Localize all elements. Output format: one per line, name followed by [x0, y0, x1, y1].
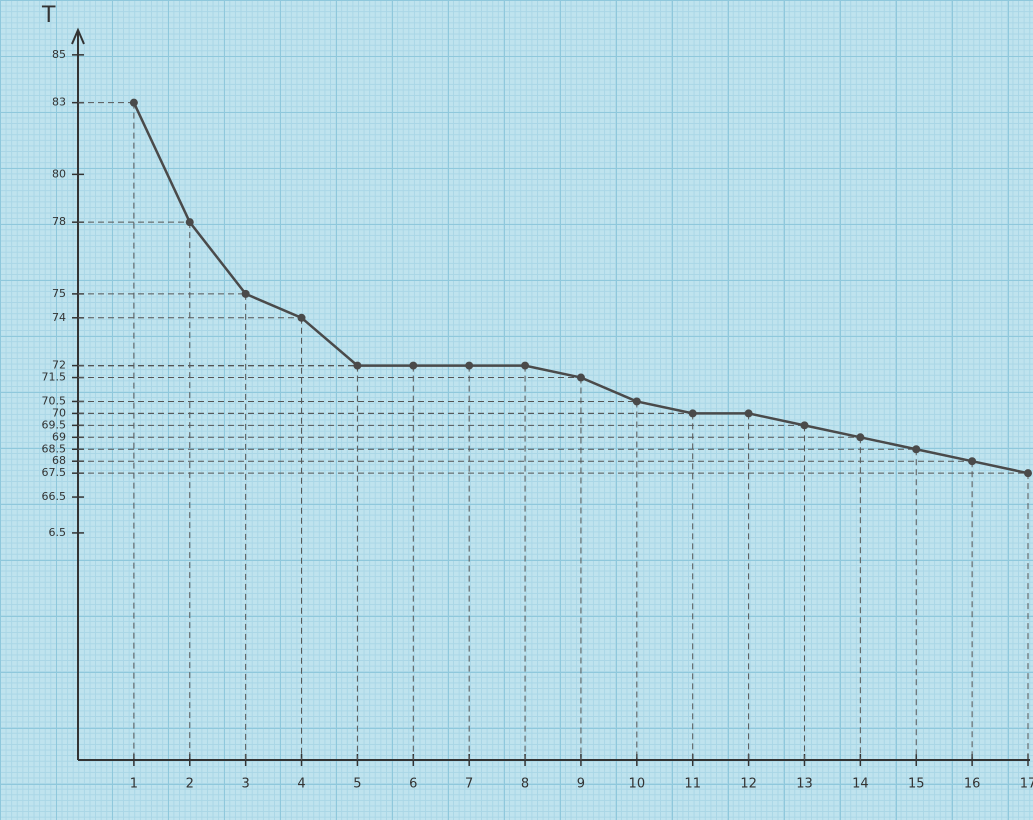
data-point	[521, 362, 529, 370]
x-tick-label: 2	[186, 777, 194, 792]
x-tick-label: 3	[242, 777, 250, 792]
x-tick-label: 17	[1020, 777, 1033, 792]
y-tick-label: 67.5	[42, 466, 67, 479]
y-tick-label: 80	[52, 167, 66, 180]
x-tick-label: 4	[297, 777, 305, 792]
data-point	[689, 409, 697, 417]
data-point	[912, 445, 920, 453]
y-tick-label: 6.5	[49, 526, 67, 539]
x-tick-label: 8	[521, 777, 529, 792]
data-point	[298, 314, 306, 322]
y-tick-label: 75	[52, 287, 66, 300]
y-tick-label: 78	[52, 215, 66, 228]
y-tick-label: 83	[52, 96, 66, 109]
data-point	[745, 409, 753, 417]
y-tick-label: 71.5	[42, 371, 67, 384]
data-point	[1024, 469, 1032, 477]
x-tick-label: 13	[796, 777, 813, 792]
x-tick-label: 1	[130, 777, 138, 792]
x-tick-label: 10	[629, 777, 646, 792]
data-point	[409, 362, 417, 370]
x-tick-label: 16	[964, 777, 981, 792]
data-point	[242, 290, 250, 298]
data-point	[130, 99, 138, 107]
data-point	[577, 374, 585, 382]
x-tick-label: 15	[908, 777, 925, 792]
x-tick-label: 5	[353, 777, 361, 792]
y-tick-label: 85	[52, 48, 66, 61]
data-point	[465, 362, 473, 370]
page: T 8583807875747271.570.57069.56968.56867…	[0, 0, 1033, 820]
x-tick-label: 6	[409, 777, 417, 792]
x-tick-label: 9	[577, 777, 585, 792]
data-point	[856, 433, 864, 441]
y-axis-label: T	[41, 3, 56, 28]
x-tick-label: 11	[684, 777, 701, 792]
x-tick-label: 7	[465, 777, 473, 792]
x-tick-label: 14	[852, 777, 869, 792]
data-point	[353, 362, 361, 370]
data-point	[186, 218, 194, 226]
data-point	[633, 397, 641, 405]
y-tick-label: 74	[52, 311, 66, 324]
x-tick-label: 12	[740, 777, 757, 792]
data-point	[800, 421, 808, 429]
chart: T 8583807875747271.570.57069.56968.56867…	[0, 0, 1033, 820]
data-point	[968, 457, 976, 465]
y-tick-label: 66.5	[42, 490, 67, 503]
